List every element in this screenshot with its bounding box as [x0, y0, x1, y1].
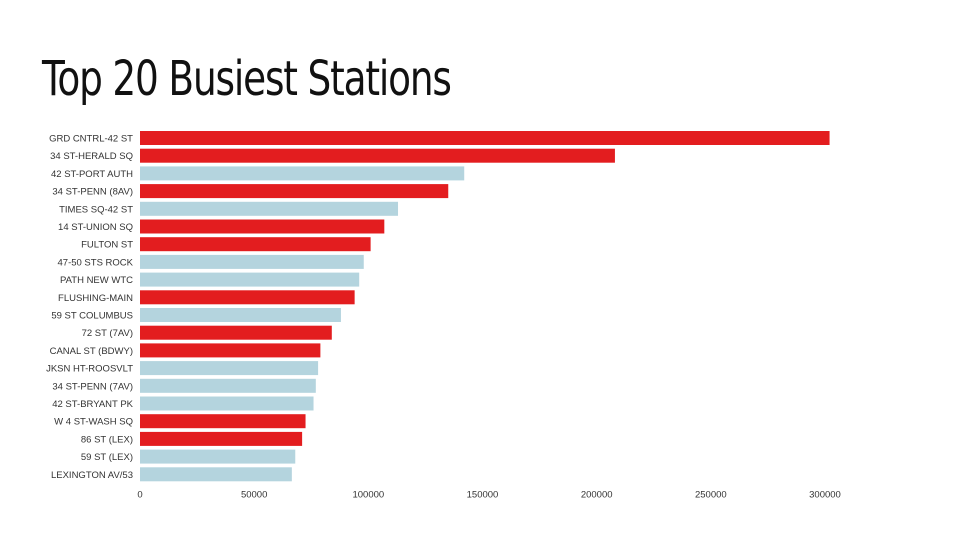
y-tick-label: 42 ST-BRYANT PK — [52, 399, 133, 410]
page-title: Top 20 Busiest Stations — [42, 51, 452, 107]
bar — [140, 166, 465, 181]
bar — [140, 414, 306, 429]
bar — [140, 290, 355, 305]
y-tick-label: 86 ST (LEX) — [81, 434, 133, 445]
bar — [140, 201, 399, 216]
bar — [140, 361, 319, 376]
y-tick-label: CANAL ST (BDWY) — [50, 346, 133, 357]
bar — [140, 325, 332, 340]
bar — [140, 378, 316, 393]
y-tick-label: 34 ST-PENN (8AV) — [52, 187, 133, 198]
bar — [140, 396, 314, 411]
y-tick-label: GRD CNTRL-42 ST — [49, 134, 133, 145]
bar — [140, 254, 364, 269]
x-tick-label: 250000 — [695, 490, 727, 501]
x-axis-ticks: 0 50000 100000 150000 200000 250000 300000 — [137, 490, 841, 501]
y-tick-label: LEXINGTON AV/53 — [51, 470, 133, 481]
y-tick-label: 42 ST-PORT AUTH — [51, 169, 133, 180]
bar — [140, 343, 321, 358]
bar — [140, 272, 360, 287]
bar — [140, 467, 292, 482]
bar — [140, 431, 303, 446]
y-tick-label: W 4 ST-WASH SQ — [54, 417, 133, 428]
y-tick-label: 47-50 STS ROCK — [58, 257, 134, 268]
y-tick-label: 59 ST (LEX) — [81, 452, 133, 463]
x-tick-label: 300000 — [809, 490, 841, 501]
y-tick-label: 34 ST-PENN (7AV) — [52, 381, 133, 392]
y-tick-label: PATH NEW WTC — [60, 275, 133, 286]
bar — [140, 237, 371, 252]
bar — [140, 449, 296, 464]
x-tick-label: 150000 — [467, 490, 499, 501]
y-tick-label: 34 ST-HERALD SQ — [50, 151, 133, 162]
x-tick-label: 100000 — [352, 490, 384, 501]
y-axis-labels: GRD CNTRL-42 ST 34 ST-HERALD SQ 42 ST-PORT… — [46, 134, 134, 481]
y-tick-label: FLUSHING-MAIN — [58, 293, 133, 304]
bar — [140, 131, 830, 145]
x-tick-label: 200000 — [581, 490, 613, 501]
bar — [140, 308, 341, 322]
x-tick-label: 50000 — [241, 490, 267, 501]
y-tick-label: JKSN HT-ROOSVLT — [46, 364, 133, 375]
bar — [140, 148, 615, 163]
bar — [140, 184, 449, 199]
y-tick-label: 72 ST (7AV) — [82, 328, 133, 339]
y-tick-label: TIMES SQ-42 ST — [59, 204, 133, 215]
y-tick-label: FULTON ST — [81, 240, 133, 251]
y-tick-label: 14 ST-UNION SQ — [58, 222, 133, 233]
bar — [140, 219, 385, 234]
bars-layer — [140, 131, 830, 482]
x-tick-label: 0 — [137, 490, 142, 501]
y-tick-label: 59 ST COLUMBUS — [51, 311, 133, 322]
